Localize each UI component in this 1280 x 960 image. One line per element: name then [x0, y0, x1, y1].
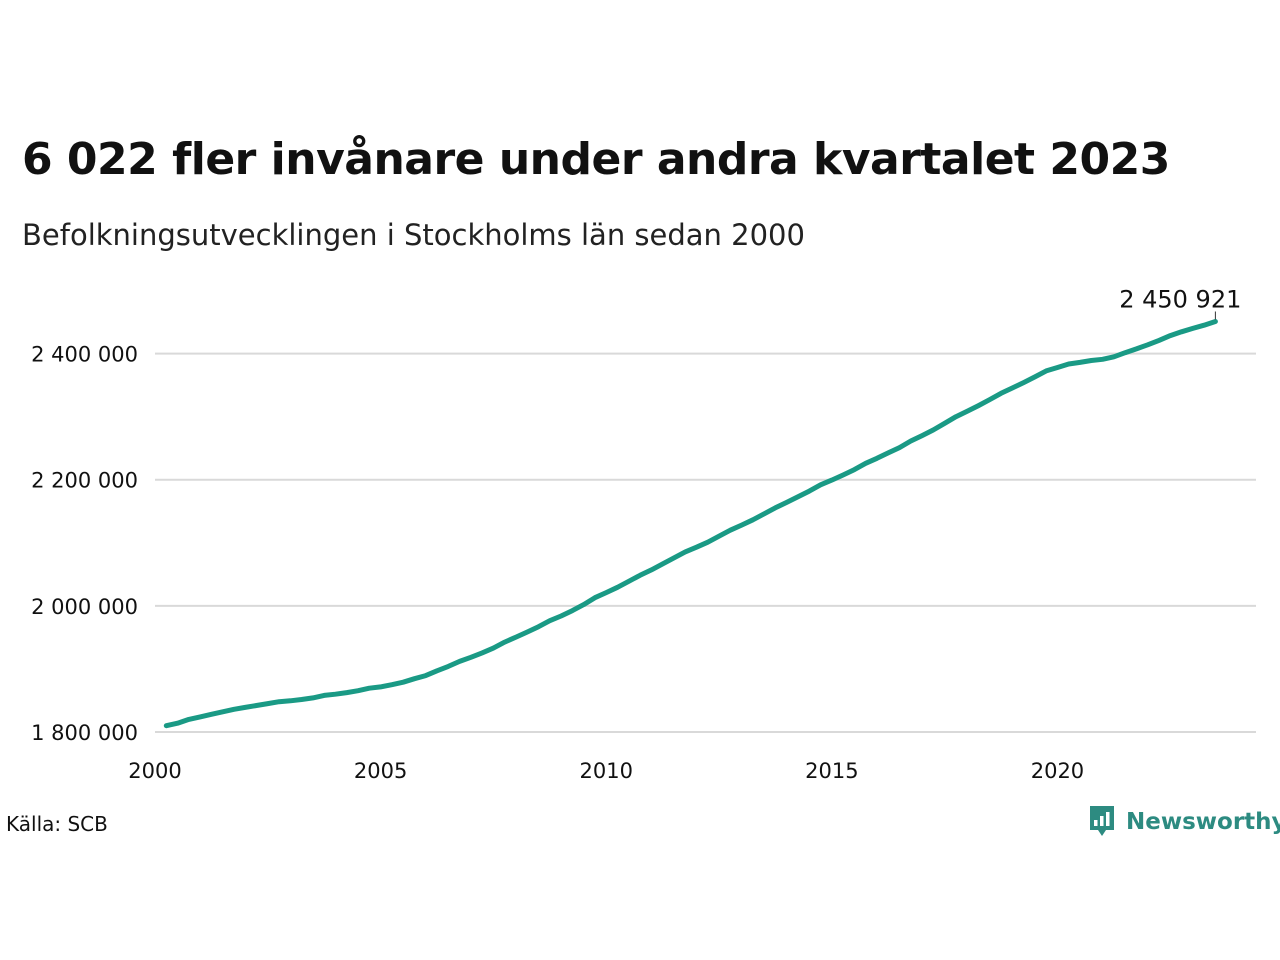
- x-tick-label: 2015: [805, 759, 858, 783]
- x-tick-label: 2005: [354, 759, 407, 783]
- population-series-line: [163, 319, 1218, 729]
- annotation-layer: 2 450 921: [1119, 285, 1241, 320]
- brand-name: Newsworthy: [1126, 809, 1280, 835]
- y-tick-label: 2 000 000: [31, 595, 138, 619]
- chart-subtitle: Befolkningsutvecklingen i Stockholms län…: [22, 218, 805, 252]
- y-tick-label: 2 400 000: [31, 343, 138, 367]
- x-tick-label: 2000: [128, 759, 181, 783]
- newsworthy-logo-icon: [1088, 804, 1116, 840]
- y-axis-labels: 1 800 000 2 000 000 2 200 000 2 400 000: [31, 343, 138, 745]
- x-axis-labels: 2000 2005 2010 2015 2020: [128, 759, 1084, 783]
- x-tick-label: 2010: [580, 759, 633, 783]
- last-value-label: 2 450 921: [1119, 285, 1241, 313]
- y-tick-label: 1 800 000: [31, 721, 138, 745]
- grid-lines: [155, 352, 1256, 733]
- x-tick-label: 2020: [1031, 759, 1084, 783]
- y-tick-label: 2 200 000: [31, 469, 138, 493]
- brand-logo[interactable]: Newsworthy: [1088, 804, 1280, 840]
- line-chart: 1 800 000 2 000 000 2 200 000 2 400 000 200…: [31, 285, 1256, 783]
- series-layer: [163, 319, 1218, 729]
- chart-title: 6 022 fler invånare under andra kvartale…: [22, 134, 1170, 185]
- source-note: Källa: SCB: [6, 812, 108, 836]
